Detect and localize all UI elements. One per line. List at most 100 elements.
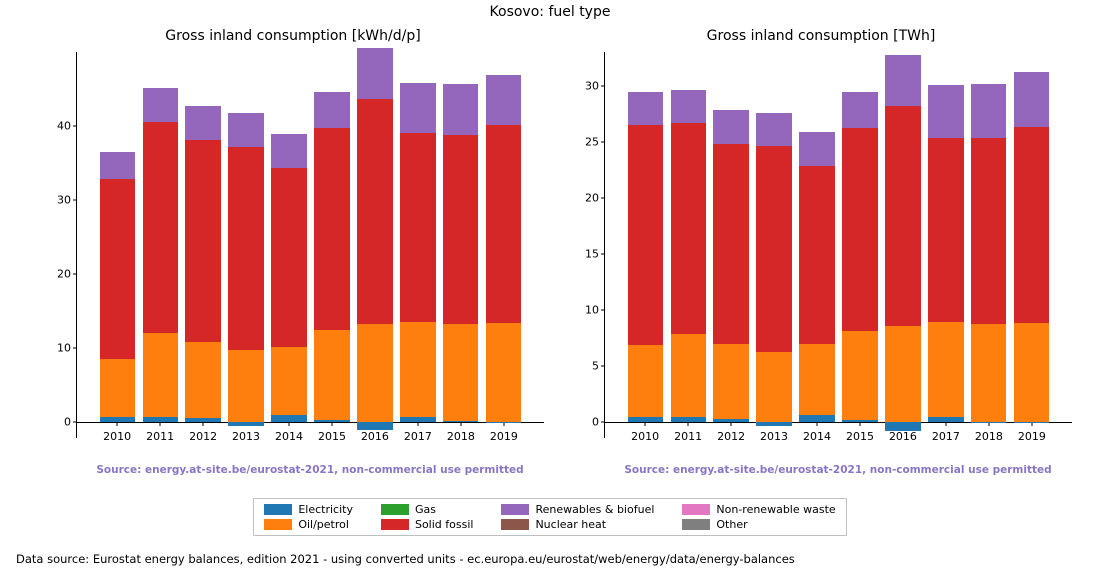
bar-segment-renewables-biofuel [143, 88, 178, 122]
bar-segment-renewables-biofuel [971, 84, 1006, 138]
xtick-label: 2010 [103, 426, 131, 443]
bar-segment-electricity [357, 422, 392, 430]
xtick-label: 2017 [404, 426, 432, 443]
bar-segment-electricity [271, 415, 306, 422]
bar-segment-electricity [143, 417, 178, 422]
bar-segment-renewables-biofuel [314, 92, 349, 128]
ytick-label: 15 [585, 248, 605, 261]
bar-segment-solid-fossil [400, 133, 435, 322]
bar-segment-solid-fossil [628, 125, 663, 345]
legend-label: Renewables & biofuel [535, 503, 654, 516]
bar-segment-solid-fossil [885, 106, 920, 326]
bar-segment-oil-petrol [100, 359, 135, 417]
bar-segment-oil-petrol [628, 345, 663, 417]
legend-swatch [381, 519, 409, 530]
bar-segment-oil-petrol [314, 330, 349, 420]
bar-segment-oil-petrol [885, 326, 920, 423]
bar-segment-electricity [443, 421, 478, 422]
bar-segment-oil-petrol [400, 322, 435, 417]
legend-swatch [501, 504, 529, 515]
bar-segment-solid-fossil [100, 179, 135, 359]
xtick-label: 2014 [803, 426, 831, 443]
subplot-right: Gross inland consumption [TWh] 051015202… [570, 52, 1072, 462]
ytick-label: 5 [592, 360, 605, 373]
bar-segment-electricity [628, 417, 663, 423]
bar-segment-solid-fossil [971, 138, 1006, 324]
bar-segment-renewables-biofuel [842, 92, 877, 128]
legend-item-gas: Gas [381, 503, 473, 516]
legend-column: Non-renewable waste Other [682, 503, 835, 531]
bar-segment-oil-petrol [486, 323, 521, 422]
subplot-right-source: Source: energy.at-site.be/eurostat-2021,… [604, 464, 1072, 476]
bar-segment-oil-petrol [799, 344, 834, 415]
legend-item-solid-fossil: Solid fossil [381, 518, 473, 531]
bar-segment-electricity [713, 419, 748, 422]
ytick-label: 25 [585, 135, 605, 148]
bar-segment-electricity [885, 422, 920, 430]
legend-swatch [501, 519, 529, 530]
figure: Kosovo: fuel type Gross inland consumpti… [0, 0, 1100, 572]
subplot-left-title: Gross inland consumption [kWh/d/p] [42, 28, 544, 44]
bar-segment-electricity [185, 418, 220, 422]
bar-segment-oil-petrol [756, 352, 791, 423]
xtick-label: 2012 [189, 426, 217, 443]
subplot-left: Gross inland consumption [kWh/d/p] 01020… [42, 52, 544, 462]
bar-segment-renewables-biofuel [486, 75, 521, 125]
bar-segment-electricity [228, 422, 263, 426]
ytick-label: 40 [57, 120, 77, 133]
bar-segment-solid-fossil [228, 147, 263, 350]
legend-label: Electricity [298, 503, 353, 516]
bar-segment-solid-fossil [314, 128, 349, 330]
legend-item-non-renewable-waste: Non-renewable waste [682, 503, 835, 516]
x-axis-line [77, 422, 544, 423]
legend-swatch [381, 504, 409, 515]
xtick-label: 2015 [318, 426, 346, 443]
legend-label: Solid fossil [415, 518, 473, 531]
bar-segment-oil-petrol [143, 333, 178, 417]
legend-label: Other [716, 518, 747, 531]
bar-segment-oil-petrol [971, 324, 1006, 422]
legend-column: Electricity Oil/petrol [264, 503, 353, 531]
bar-segment-renewables-biofuel [671, 90, 706, 124]
bar-segment-oil-petrol [228, 350, 263, 423]
subplot-left-plot-area: 0102030402010201120122013201420152016201… [76, 52, 544, 438]
bar-segment-renewables-biofuel [185, 106, 220, 140]
bar-segment-renewables-biofuel [928, 85, 963, 138]
bar-segment-oil-petrol [671, 334, 706, 417]
legend-box: Electricity Oil/petrol Gas Solid fossil Rene… [253, 498, 846, 536]
legend-swatch [264, 519, 292, 530]
bar-segment-solid-fossil [486, 125, 521, 323]
bar-segment-oil-petrol [443, 324, 478, 421]
legend-swatch [682, 504, 710, 515]
bar-segment-solid-fossil [1014, 127, 1049, 323]
ytick-label: 20 [585, 191, 605, 204]
legend: Electricity Oil/petrol Gas Solid fossil Rene… [0, 498, 1100, 536]
bar-segment-oil-petrol [842, 331, 877, 420]
figure-suptitle: Kosovo: fuel type [0, 4, 1100, 20]
legend-label: Gas [415, 503, 436, 516]
ytick-label: 0 [64, 416, 77, 429]
bar-segment-oil-petrol [713, 344, 748, 419]
bar-segment-renewables-biofuel [799, 132, 834, 166]
bar-segment-solid-fossil [928, 138, 963, 322]
bar-segment-renewables-biofuel [756, 113, 791, 147]
legend-swatch [682, 519, 710, 530]
xtick-label: 2011 [674, 426, 702, 443]
legend-column: Gas Solid fossil [381, 503, 473, 531]
ytick-label: 10 [57, 342, 77, 355]
bar-segment-electricity [756, 422, 791, 426]
xtick-label: 2018 [975, 426, 1003, 443]
bar-segment-renewables-biofuel [1014, 72, 1049, 127]
bar-segment-oil-petrol [928, 322, 963, 417]
legend-column: Renewables & biofuel Nuclear heat [501, 503, 654, 531]
bar-segment-renewables-biofuel [713, 110, 748, 144]
bar-segment-solid-fossil [799, 166, 834, 344]
bar-segment-electricity [842, 420, 877, 422]
legend-label: Nuclear heat [535, 518, 606, 531]
legend-item-oil-petrol: Oil/petrol [264, 518, 353, 531]
bar-segment-electricity [100, 417, 135, 422]
bar-segment-solid-fossil [357, 99, 392, 323]
ytick-label: 30 [585, 79, 605, 92]
bar-segment-renewables-biofuel [100, 152, 135, 179]
legend-label: Oil/petrol [298, 518, 349, 531]
